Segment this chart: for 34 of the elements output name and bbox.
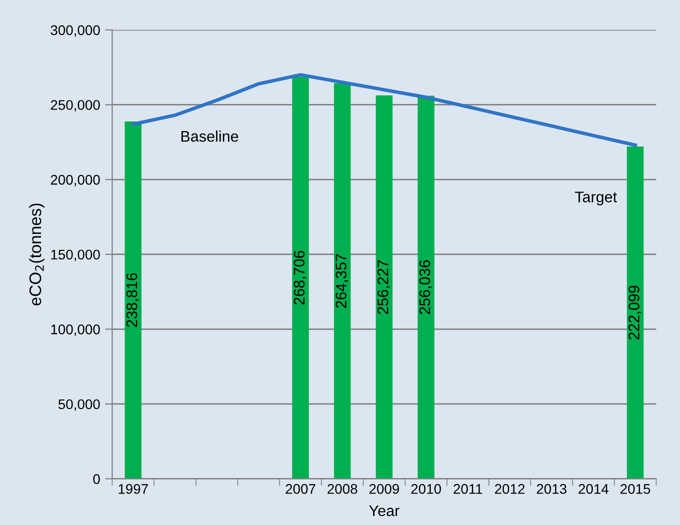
bar bbox=[292, 76, 309, 479]
bar bbox=[418, 96, 434, 479]
x-tick-label: 2009 bbox=[369, 484, 399, 494]
bar bbox=[626, 146, 644, 479]
data-label: 222,099 bbox=[628, 286, 642, 340]
y-tick-label: 300,000 bbox=[50, 25, 100, 37]
data-label: 238,816 bbox=[126, 273, 140, 327]
annotation: Baseline bbox=[181, 130, 238, 142]
x-tick-label: 2014 bbox=[578, 484, 608, 494]
y-tick-label: 0 bbox=[93, 474, 100, 484]
x-tick-label: 2007 bbox=[286, 484, 316, 494]
y-tick-label: 50,000 bbox=[58, 399, 100, 411]
line-series bbox=[131, 73, 638, 147]
y-tick-label: 200,000 bbox=[50, 174, 100, 186]
data-label: 256,036 bbox=[419, 260, 432, 314]
x-tick-label: 1997 bbox=[118, 484, 148, 494]
x-tick-label: 2013 bbox=[536, 484, 566, 494]
data-label: 256,227 bbox=[377, 260, 390, 314]
x-tick-label: 2010 bbox=[411, 484, 441, 494]
bar bbox=[334, 83, 351, 479]
x-tick-label: 2015 bbox=[620, 484, 650, 494]
data-label: 268,706 bbox=[294, 250, 306, 305]
bar bbox=[376, 95, 393, 479]
y-tick-label: 250,000 bbox=[50, 100, 100, 112]
y-tick-label: 150,000 bbox=[51, 250, 100, 262]
x-tick-label: 2008 bbox=[328, 484, 358, 494]
y-axis-title: eCO$_{2}$(tonnes) bbox=[28, 204, 44, 306]
x-axis-title: Year bbox=[369, 506, 400, 516]
x-tick-label: 2012 bbox=[494, 484, 524, 494]
bar bbox=[124, 121, 142, 479]
y-tick-label: 100,000 bbox=[51, 324, 100, 336]
annotation: Target bbox=[574, 192, 617, 206]
data-label: 264,357 bbox=[336, 254, 348, 308]
x-tick-label: 2011 bbox=[454, 484, 482, 494]
